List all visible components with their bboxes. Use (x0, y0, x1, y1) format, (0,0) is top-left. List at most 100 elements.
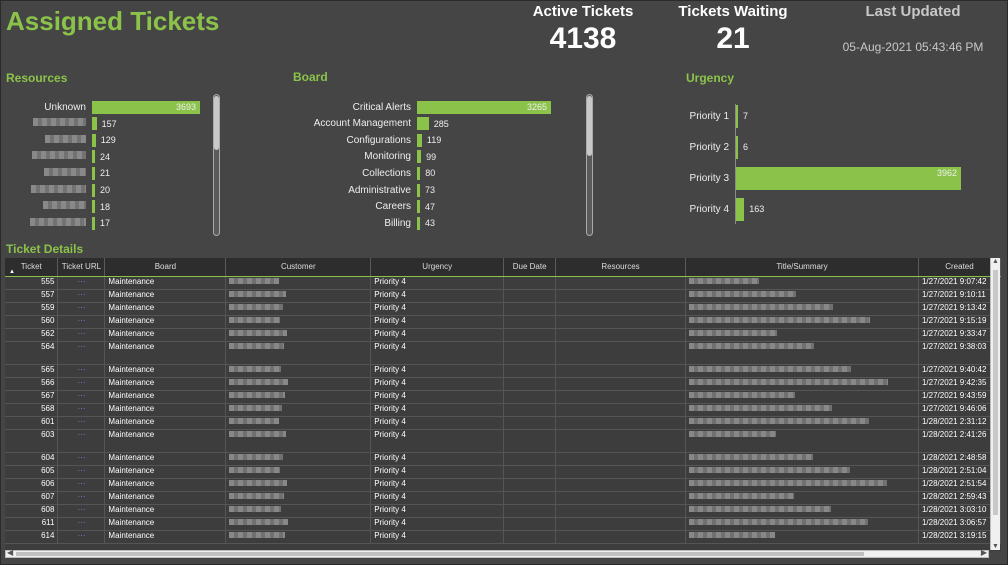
column-header-ticket-url[interactable]: Ticket URL (57, 258, 106, 277)
table-row[interactable]: 606 ⋯ Maintenance Priority 4 1/28/2021 2:51:… (5, 478, 1001, 492)
ticket-url-cell[interactable]: ⋯ (57, 416, 106, 430)
sort-ascending-icon[interactable]: ▲ (9, 268, 15, 275)
column-header-customer[interactable]: Customer (225, 258, 372, 277)
ticket-link-icon[interactable]: ⋯ (77, 364, 86, 374)
resources-bar-row[interactable]: Unknown 3693 (5, 99, 200, 115)
table-row[interactable]: 614 ⋯ Maintenance Priority 4 1/28/2021 3:19:… (5, 530, 1001, 544)
board-bar-row[interactable]: Critical Alerts 3265 (295, 99, 551, 115)
table-row[interactable]: 603 ⋯ Maintenance Priority 4 1/28/2021 2:41:… (5, 429, 1001, 453)
resources-bar-row[interactable]: 24 (5, 149, 110, 165)
ticket-url-cell[interactable]: ⋯ (57, 364, 106, 378)
ticket-url-cell[interactable]: ⋯ (57, 377, 106, 391)
board-bar-row[interactable]: Account Management 285 (295, 116, 449, 132)
board-bar-row[interactable]: Collections 80 (295, 165, 435, 181)
table-row[interactable]: 565 ⋯ Maintenance Priority 4 1/27/2021 9:40:… (5, 364, 1001, 378)
resources-bar-row[interactable]: 20 (5, 182, 110, 198)
table-row[interactable]: 605 ⋯ Maintenance Priority 4 1/28/2021 2:51:… (5, 465, 1001, 479)
board-bar[interactable] (417, 200, 420, 214)
board-bar[interactable]: 3265 (417, 100, 551, 114)
board-bar[interactable] (417, 183, 420, 197)
table-row[interactable]: 601 ⋯ Maintenance Priority 4 1/28/2021 2:31:… (5, 416, 1001, 430)
resources-bar[interactable] (92, 216, 95, 230)
scroll-right-icon[interactable]: ▶ (980, 548, 987, 557)
scroll-down-icon[interactable]: ▼ (992, 543, 999, 550)
urgency-bar-row[interactable]: Priority 2 6 (686, 135, 748, 159)
table-row[interactable]: 566 ⋯ Maintenance Priority 4 1/27/2021 9:42:… (5, 377, 1001, 391)
resources-bar-row[interactable]: 18 (5, 199, 110, 215)
scroll-left-icon[interactable]: ◀ (7, 548, 14, 557)
table-row[interactable]: 608 ⋯ Maintenance Priority 4 1/28/2021 3:03:… (5, 504, 1001, 518)
table-row[interactable]: 562 ⋯ Maintenance Priority 4 1/27/2021 9:33:… (5, 328, 1001, 342)
table-hscroll-thumb[interactable] (16, 552, 864, 556)
urgency-bar-row[interactable]: Priority 3 3962 (686, 166, 961, 190)
column-header-urgency[interactable]: Urgency (370, 258, 505, 277)
ticket-url-cell[interactable]: ⋯ (57, 429, 106, 453)
ticket-link-icon[interactable]: ⋯ (77, 517, 86, 527)
ticket-link-icon[interactable]: ⋯ (77, 452, 86, 462)
column-header-resources[interactable]: Resources (555, 258, 686, 277)
resources-chart[interactable]: Unknown 3693 157 129 24 21 20 18 17 (5, 99, 210, 231)
ticket-url-cell[interactable]: ⋯ (57, 465, 106, 479)
urgency-bar-row[interactable]: Priority 4 163 (686, 197, 764, 221)
board-chart[interactable]: Critical Alerts 3265 Account Management 285… (295, 99, 580, 231)
resources-bar-row[interactable]: 17 (5, 215, 110, 231)
board-bar-row[interactable]: Administrative 73 (295, 182, 435, 198)
resources-bar[interactable] (92, 117, 97, 131)
table-row[interactable]: 568 ⋯ Maintenance Priority 4 1/27/2021 9:46:… (5, 403, 1001, 417)
ticket-link-icon[interactable]: ⋯ (77, 377, 86, 387)
resources-bar-row[interactable]: 21 (5, 165, 110, 181)
ticket-url-cell[interactable]: ⋯ (57, 491, 106, 505)
ticket-link-icon[interactable]: ⋯ (77, 328, 86, 338)
ticket-link-icon[interactable]: ⋯ (77, 276, 86, 286)
table-row[interactable]: 560 ⋯ Maintenance Priority 4 1/27/2021 9:15:… (5, 315, 1001, 329)
ticket-details-table[interactable]: Ticket ▲ Ticket URL Board Customer Urgency Due… (5, 258, 1001, 551)
resources-bar[interactable] (92, 200, 95, 214)
ticket-link-icon[interactable]: ⋯ (77, 315, 86, 325)
ticket-url-cell[interactable]: ⋯ (57, 452, 106, 466)
table-row[interactable]: 604 ⋯ Maintenance Priority 4 1/28/2021 2:48:… (5, 452, 1001, 466)
ticket-url-cell[interactable]: ⋯ (57, 328, 106, 342)
ticket-link-icon[interactable]: ⋯ (77, 530, 86, 540)
board-bar[interactable] (417, 133, 422, 147)
resources-bar-row[interactable]: 129 (5, 132, 116, 148)
table-row[interactable]: 607 ⋯ Maintenance Priority 4 1/28/2021 2:59:… (5, 491, 1001, 505)
table-row[interactable]: 611 ⋯ Maintenance Priority 4 1/28/2021 3:06:… (5, 517, 1001, 531)
urgency-bar[interactable] (735, 104, 738, 128)
ticket-link-icon[interactable]: ⋯ (77, 390, 86, 400)
column-header-due-date[interactable]: Due Date (503, 258, 557, 277)
board-bar-row[interactable]: Monitoring 99 (295, 149, 436, 165)
ticket-url-cell[interactable]: ⋯ (57, 478, 106, 492)
ticket-link-icon[interactable]: ⋯ (77, 341, 86, 351)
ticket-url-cell[interactable]: ⋯ (57, 341, 106, 365)
urgency-bar[interactable] (735, 197, 745, 221)
resources-bar[interactable]: 3693 (92, 100, 200, 114)
ticket-url-cell[interactable]: ⋯ (57, 289, 106, 303)
board-bar-row[interactable]: Billing 43 (295, 215, 435, 231)
ticket-url-cell[interactable]: ⋯ (57, 276, 106, 290)
resources-bar[interactable] (92, 150, 95, 164)
resources-bar[interactable] (92, 133, 96, 147)
board-scrollbar[interactable] (586, 94, 593, 236)
ticket-link-icon[interactable]: ⋯ (77, 302, 86, 312)
ticket-url-cell[interactable]: ⋯ (57, 403, 106, 417)
urgency-bar-row[interactable]: Priority 1 7 (686, 104, 748, 128)
ticket-link-icon[interactable]: ⋯ (77, 289, 86, 299)
ticket-url-cell[interactable]: ⋯ (57, 302, 106, 316)
scroll-up-icon[interactable]: ▲ (992, 258, 999, 265)
table-vscroll-thumb[interactable] (993, 270, 998, 515)
ticket-link-icon[interactable]: ⋯ (77, 504, 86, 514)
column-header-ticket[interactable]: Ticket ▲ (5, 258, 59, 277)
ticket-url-cell[interactable]: ⋯ (57, 315, 106, 329)
board-bar[interactable] (417, 166, 421, 180)
urgency-bar[interactable]: 3962 (735, 166, 961, 190)
board-bar[interactable] (417, 117, 429, 131)
ticket-link-icon[interactable]: ⋯ (77, 429, 86, 439)
table-vertical-scrollbar[interactable]: ▲ ▼ (990, 258, 1000, 550)
table-row[interactable]: 557 ⋯ Maintenance Priority 4 1/27/2021 9:10:… (5, 289, 1001, 303)
table-row[interactable]: 564 ⋯ Maintenance Priority 4 1/27/2021 9:38:… (5, 341, 1001, 365)
ticket-url-cell[interactable]: ⋯ (57, 517, 106, 531)
ticket-link-icon[interactable]: ⋯ (77, 403, 86, 413)
tickets-grid[interactable]: Ticket ▲ Ticket URL Board Customer Urgency Due… (5, 258, 1001, 544)
column-header-board[interactable]: Board (104, 258, 227, 277)
board-scroll-thumb[interactable] (587, 96, 592, 156)
